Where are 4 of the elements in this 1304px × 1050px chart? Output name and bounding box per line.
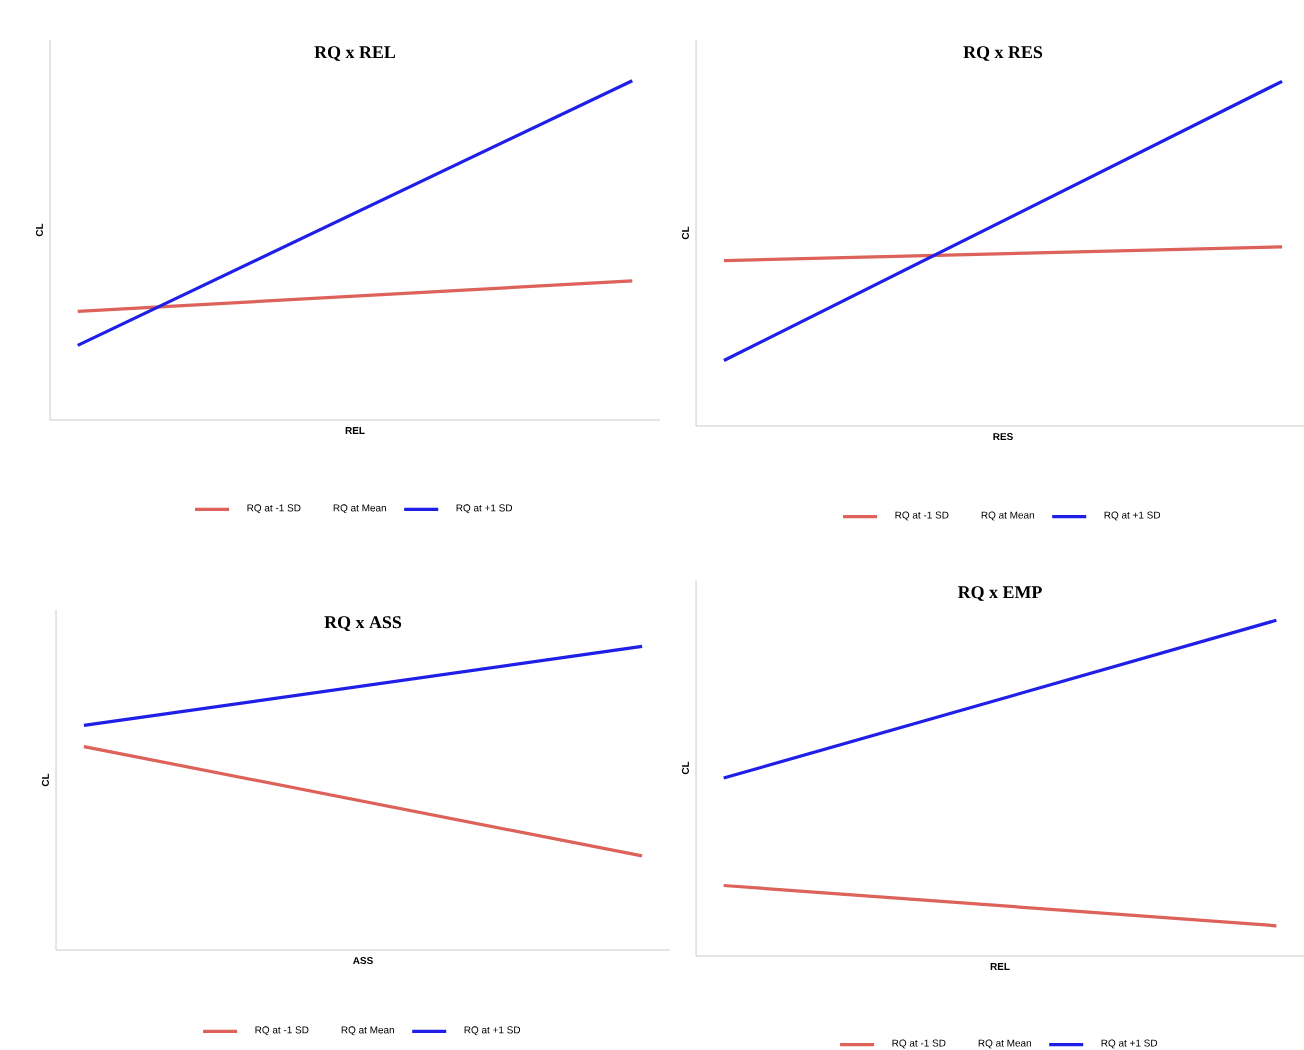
chart-title: RQ x EMP — [957, 586, 1042, 601]
chart-title: RQ x REL — [314, 46, 396, 61]
chart-title: RQ x ASS — [324, 616, 402, 631]
chart-title: RQ x RES — [963, 46, 1043, 61]
